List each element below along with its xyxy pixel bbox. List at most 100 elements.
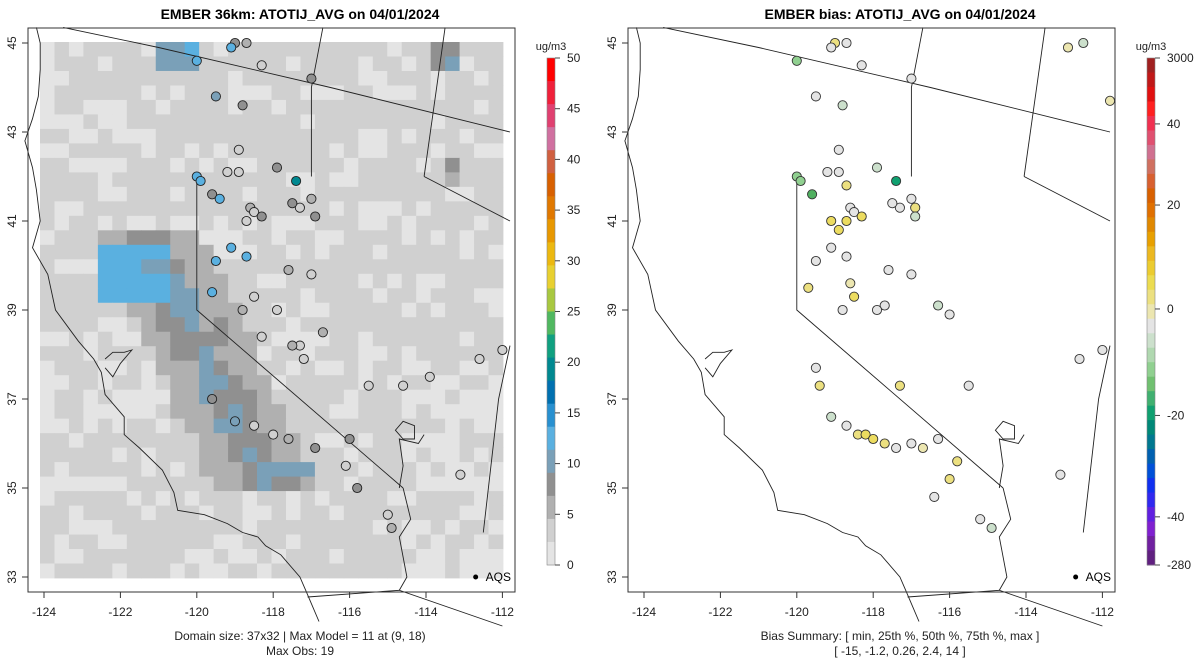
model-grid-cell [401, 114, 417, 130]
model-grid-cell [97, 128, 113, 144]
model-grid-cell [416, 215, 432, 231]
model-grid-cell [242, 476, 258, 492]
model-grid-cell [68, 85, 84, 101]
model-grid-cell [40, 447, 55, 463]
obs-site-marker [207, 287, 218, 298]
model-grid-cell [155, 375, 171, 391]
colorbar-segment [1147, 391, 1155, 407]
colorbar-segment [547, 380, 555, 405]
model-grid-cell [445, 331, 460, 347]
left-caption-line1: Domain size: 37x32 | Max Model = 11 at (… [174, 629, 426, 643]
obs-site-marker [241, 37, 252, 49]
model-grid-cell [459, 505, 475, 521]
model-grid-cell [358, 346, 374, 362]
model-grid-cell [54, 360, 70, 376]
model-grid-cell [488, 201, 504, 217]
model-grid-cell [329, 99, 345, 115]
model-grid-cell [199, 128, 215, 144]
model-grid-cell [184, 42, 200, 57]
model-grid-cell [126, 201, 142, 217]
model-grid-cell [474, 70, 489, 86]
model-grid-cell [300, 563, 316, 579]
obs-site-marker [256, 60, 267, 71]
lake-mead [994, 420, 1015, 440]
model-grid-cell [97, 215, 113, 231]
model-grid-cell [83, 172, 99, 188]
model-grid-cell [329, 201, 345, 217]
model-grid-cell [343, 186, 359, 202]
model-grid-cell [416, 302, 432, 318]
model-grid-cell [416, 157, 432, 173]
model-grid-cell [372, 273, 388, 289]
model-grid-cell [271, 346, 287, 362]
model-grid-cell [314, 273, 330, 289]
model-grid-cell [112, 563, 128, 579]
model-grid-cell [271, 70, 287, 86]
model-grid-cell [141, 172, 157, 188]
model-grid-cell [141, 389, 157, 405]
model-grid-cell [126, 157, 142, 173]
model-grid-cell [416, 534, 432, 550]
model-grid-cell [358, 172, 374, 188]
model-grid-cell [285, 360, 301, 376]
model-grid-cell [68, 157, 84, 173]
model-grid-cell [387, 302, 403, 318]
model-grid-cell [416, 491, 432, 506]
model-grid-cell [488, 114, 504, 130]
model-grid-cell [184, 476, 200, 492]
model-grid-cell [401, 186, 417, 202]
model-grid-cell [285, 476, 301, 492]
colorbar-tick-label: 0 [567, 558, 574, 572]
model-grid-cell [387, 186, 403, 202]
model-grid-cell [430, 331, 446, 347]
model-grid-cell [155, 186, 171, 202]
model-grid-cell [329, 172, 345, 188]
model-grid-cell [228, 549, 243, 564]
model-grid-cell [68, 215, 84, 231]
obs-site-marker [249, 207, 260, 218]
colorbar-segment [547, 219, 555, 243]
model-grid-cell [40, 99, 55, 115]
model-grid-cell [155, 99, 171, 115]
model-grid-cell [285, 534, 301, 550]
model-grid-cell [445, 143, 460, 159]
model-grid-cell [445, 215, 460, 231]
colorbar-tick-label: 25 [567, 305, 581, 319]
model-grid-cell [242, 114, 258, 130]
model-grid-cell [170, 302, 186, 318]
model-grid-cell [401, 549, 417, 564]
model-grid-cell [228, 230, 243, 246]
model-grid-cell [271, 230, 287, 246]
sf-bay-outline [704, 349, 734, 378]
model-grid-cell [242, 186, 258, 202]
model-grid-cell [40, 476, 55, 492]
bias-site-marker [803, 282, 814, 293]
model-grid-cell [430, 462, 446, 477]
model-grid-cell [358, 534, 374, 550]
model-grid-cell [40, 433, 55, 449]
model-grid-cell [372, 549, 388, 564]
model-grid-cell [40, 230, 55, 246]
obs-site-marker [229, 416, 241, 427]
colorbar-segment [1147, 101, 1155, 117]
model-grid-cell [155, 201, 171, 217]
model-grid-cell [40, 259, 55, 275]
model-grid-cell [314, 418, 330, 434]
model-grid-cell [40, 505, 55, 521]
model-grid-cell [68, 186, 84, 202]
colorbar-segment [1147, 72, 1155, 88]
model-grid-cell [459, 259, 475, 275]
model-grid-cell [401, 56, 417, 72]
aqs-legend-marker [473, 574, 479, 580]
model-grid-cell [228, 201, 243, 217]
bias-site-marker [856, 60, 867, 71]
model-grid-cell [112, 346, 128, 362]
model-grid-cell [242, 462, 258, 477]
bias-map-panel: EMBER bias: ATOTIJ_AVG on 04/01/2024 AQS… [600, 0, 1200, 672]
model-grid-cell [300, 520, 316, 535]
model-grid-cell [401, 143, 417, 159]
model-grid-cell [126, 42, 142, 57]
obs-site-marker [207, 189, 218, 200]
model-grid-cell [343, 99, 359, 115]
bias-site-marker [849, 291, 860, 302]
